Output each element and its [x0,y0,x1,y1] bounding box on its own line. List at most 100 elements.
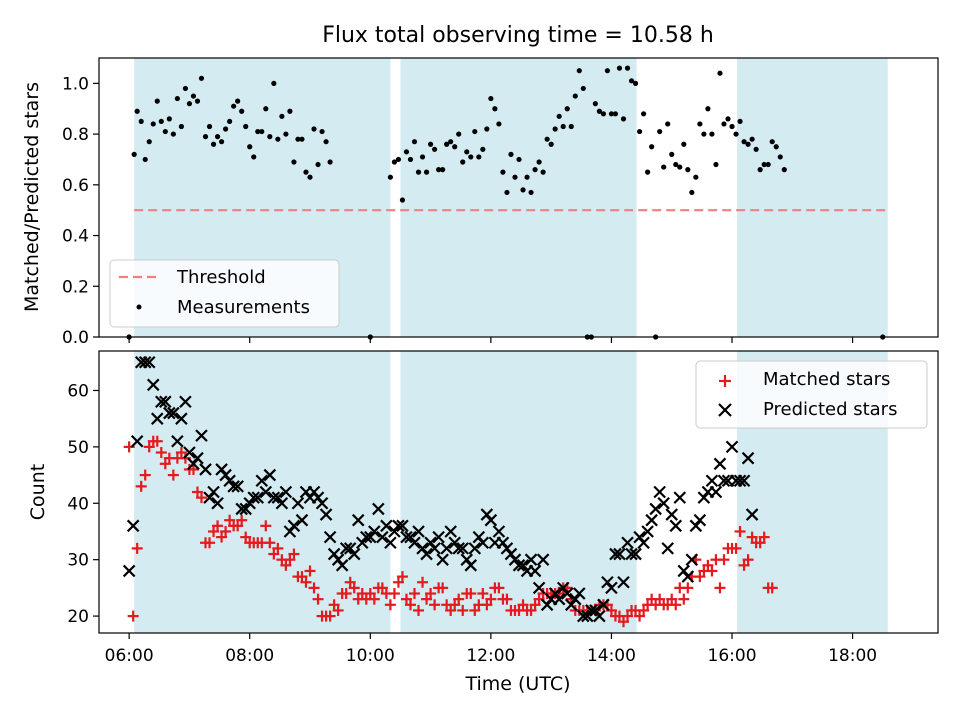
top-shaded-bands [134,58,888,337]
marker-stroke [468,542,482,555]
predicted-star-marker [516,559,530,572]
marker-stroke [500,542,514,555]
predicted-star-marker [637,536,650,550]
matched-star-marker [714,582,726,594]
predicted-star-marker [400,530,413,544]
predicted-star-marker [528,564,542,578]
legend-matched-label: Matched stars [763,369,890,390]
predicted-star-marker [227,480,240,493]
measurement-point [636,128,643,135]
predicted-star-marker [605,581,618,595]
marker-stroke [673,491,687,504]
marker-stroke [480,508,494,521]
measurement-point [444,141,450,147]
measurement-point [556,113,562,119]
matched-star-marker [392,576,404,588]
matched-star-marker [324,610,336,622]
y-tick-label: 40 [67,494,89,514]
measurement-point [661,164,667,170]
measurement-point [190,93,197,99]
marker-stroke [573,587,586,600]
marker-stroke [713,457,727,471]
measurement-point [223,126,229,132]
measurement-point [552,126,558,132]
predicted-star-marker [142,356,156,369]
measurement-point [508,151,514,157]
measurement-point [512,174,518,180]
marker-stroke [142,356,156,369]
measurement-point [178,123,184,130]
measurement-point [657,128,663,135]
marker-stroke [617,575,630,589]
marker-stroke [331,553,345,566]
marker-stroke [496,536,510,550]
measurement-point [524,174,530,180]
matched-star-marker [348,582,360,594]
marker-stroke [645,513,658,527]
marker-stroke [669,519,683,533]
marker-stroke [163,406,176,420]
matched-star-marker [638,604,650,616]
predicted-star-marker [737,474,751,487]
marker-stroke [295,513,309,527]
predicted-star-marker [319,508,333,521]
measurement-point [769,139,775,145]
matched-star-marker [187,463,199,475]
y-tick-label: 60 [67,381,89,401]
predicted-star-marker [741,451,755,465]
measurement-point [327,159,333,165]
measurement-point [713,161,719,168]
predicted-star-marker [681,570,695,583]
measurement-point [596,108,602,114]
marker-stroke [597,598,610,612]
matched-star-marker [220,525,232,537]
predicted-star-marker [420,547,433,561]
predicted-star-marker [725,440,739,454]
measurement-point [243,123,249,130]
predicted-star-marker [548,587,562,600]
measurement-point [729,123,735,130]
x-tick-label: 06:00 [105,646,154,666]
predicted-star-marker [380,519,393,533]
predicted-star-marker [524,553,538,566]
matched-star-marker [212,520,224,532]
marker-stroke [697,491,711,504]
measurement-point [689,189,695,196]
measurement-point [142,156,148,163]
predicted-star-marker [713,457,727,471]
measurement-point [612,111,619,117]
top-axes-frame [98,57,939,338]
predicted-star-marker [657,497,670,510]
matched-star-marker [734,525,746,537]
predicted-star-marker [171,434,184,448]
marker-stroke [343,542,357,555]
predicted-star-marker [138,356,152,369]
measurement-point [544,136,550,142]
predicted-star-marker [187,457,200,471]
measurement-point [717,70,723,76]
matched-stars-points [123,435,778,628]
measurement-point [227,118,233,125]
predicted-star-marker [693,513,707,527]
measurement-point [299,136,305,142]
measurement-point [468,154,474,160]
marker-stroke [532,581,546,595]
predicted-star-marker [207,485,220,499]
matched-star-marker [296,571,308,583]
measurement-point [239,108,245,114]
matched-star-marker [477,588,489,600]
predicted-star-marker [339,542,353,555]
marker-stroke [556,581,570,595]
marker-stroke [404,530,417,544]
predicted-star-marker [504,547,518,561]
predicted-star-marker [412,525,425,538]
predicted-star-marker [536,553,550,566]
marker-stroke [203,491,216,504]
legend-measurements-label: Measurements [177,297,310,318]
predicted-star-marker [585,604,598,617]
predicted-stars-points [122,356,759,623]
matched-star-marker [425,588,437,600]
measurement-point [323,139,329,145]
matched-star-marker [493,582,505,594]
marker-stroke [396,519,409,533]
